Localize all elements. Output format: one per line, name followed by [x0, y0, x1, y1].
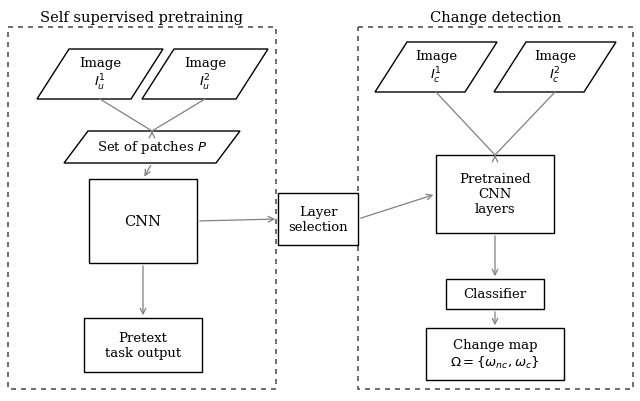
- Text: Pretrained
CNN
layers: Pretrained CNN layers: [459, 173, 531, 216]
- Text: Layer
selection: Layer selection: [288, 205, 348, 233]
- Text: Image
$I_u^2$: Image $I_u^2$: [184, 57, 226, 93]
- Text: Self supervised pretraining: Self supervised pretraining: [40, 11, 243, 25]
- Polygon shape: [142, 50, 268, 100]
- Text: Pretext
task output: Pretext task output: [105, 331, 181, 359]
- Text: CNN: CNN: [125, 215, 161, 229]
- Polygon shape: [64, 132, 240, 164]
- Text: Set of patches $P$: Set of patches $P$: [97, 139, 207, 156]
- Bar: [358, 28, 633, 389]
- Bar: [89, 180, 197, 263]
- Text: Classifier: Classifier: [463, 288, 527, 301]
- Bar: [436, 156, 554, 233]
- Text: Image
$I_u^1$: Image $I_u^1$: [79, 57, 121, 93]
- Polygon shape: [375, 43, 497, 93]
- Text: Image
$I_c^2$: Image $I_c^2$: [534, 50, 576, 86]
- Bar: [8, 28, 276, 389]
- Bar: [446, 279, 544, 309]
- Polygon shape: [37, 50, 163, 100]
- Text: Change map
$\Omega = \{\omega_{nc}, \omega_c\}$: Change map $\Omega = \{\omega_{nc}, \ome…: [451, 338, 540, 370]
- Bar: [278, 194, 358, 245]
- Text: Change detection: Change detection: [430, 11, 561, 25]
- Polygon shape: [494, 43, 616, 93]
- Bar: [426, 328, 564, 380]
- Bar: [84, 318, 202, 372]
- Text: Image
$I_c^1$: Image $I_c^1$: [415, 50, 457, 86]
